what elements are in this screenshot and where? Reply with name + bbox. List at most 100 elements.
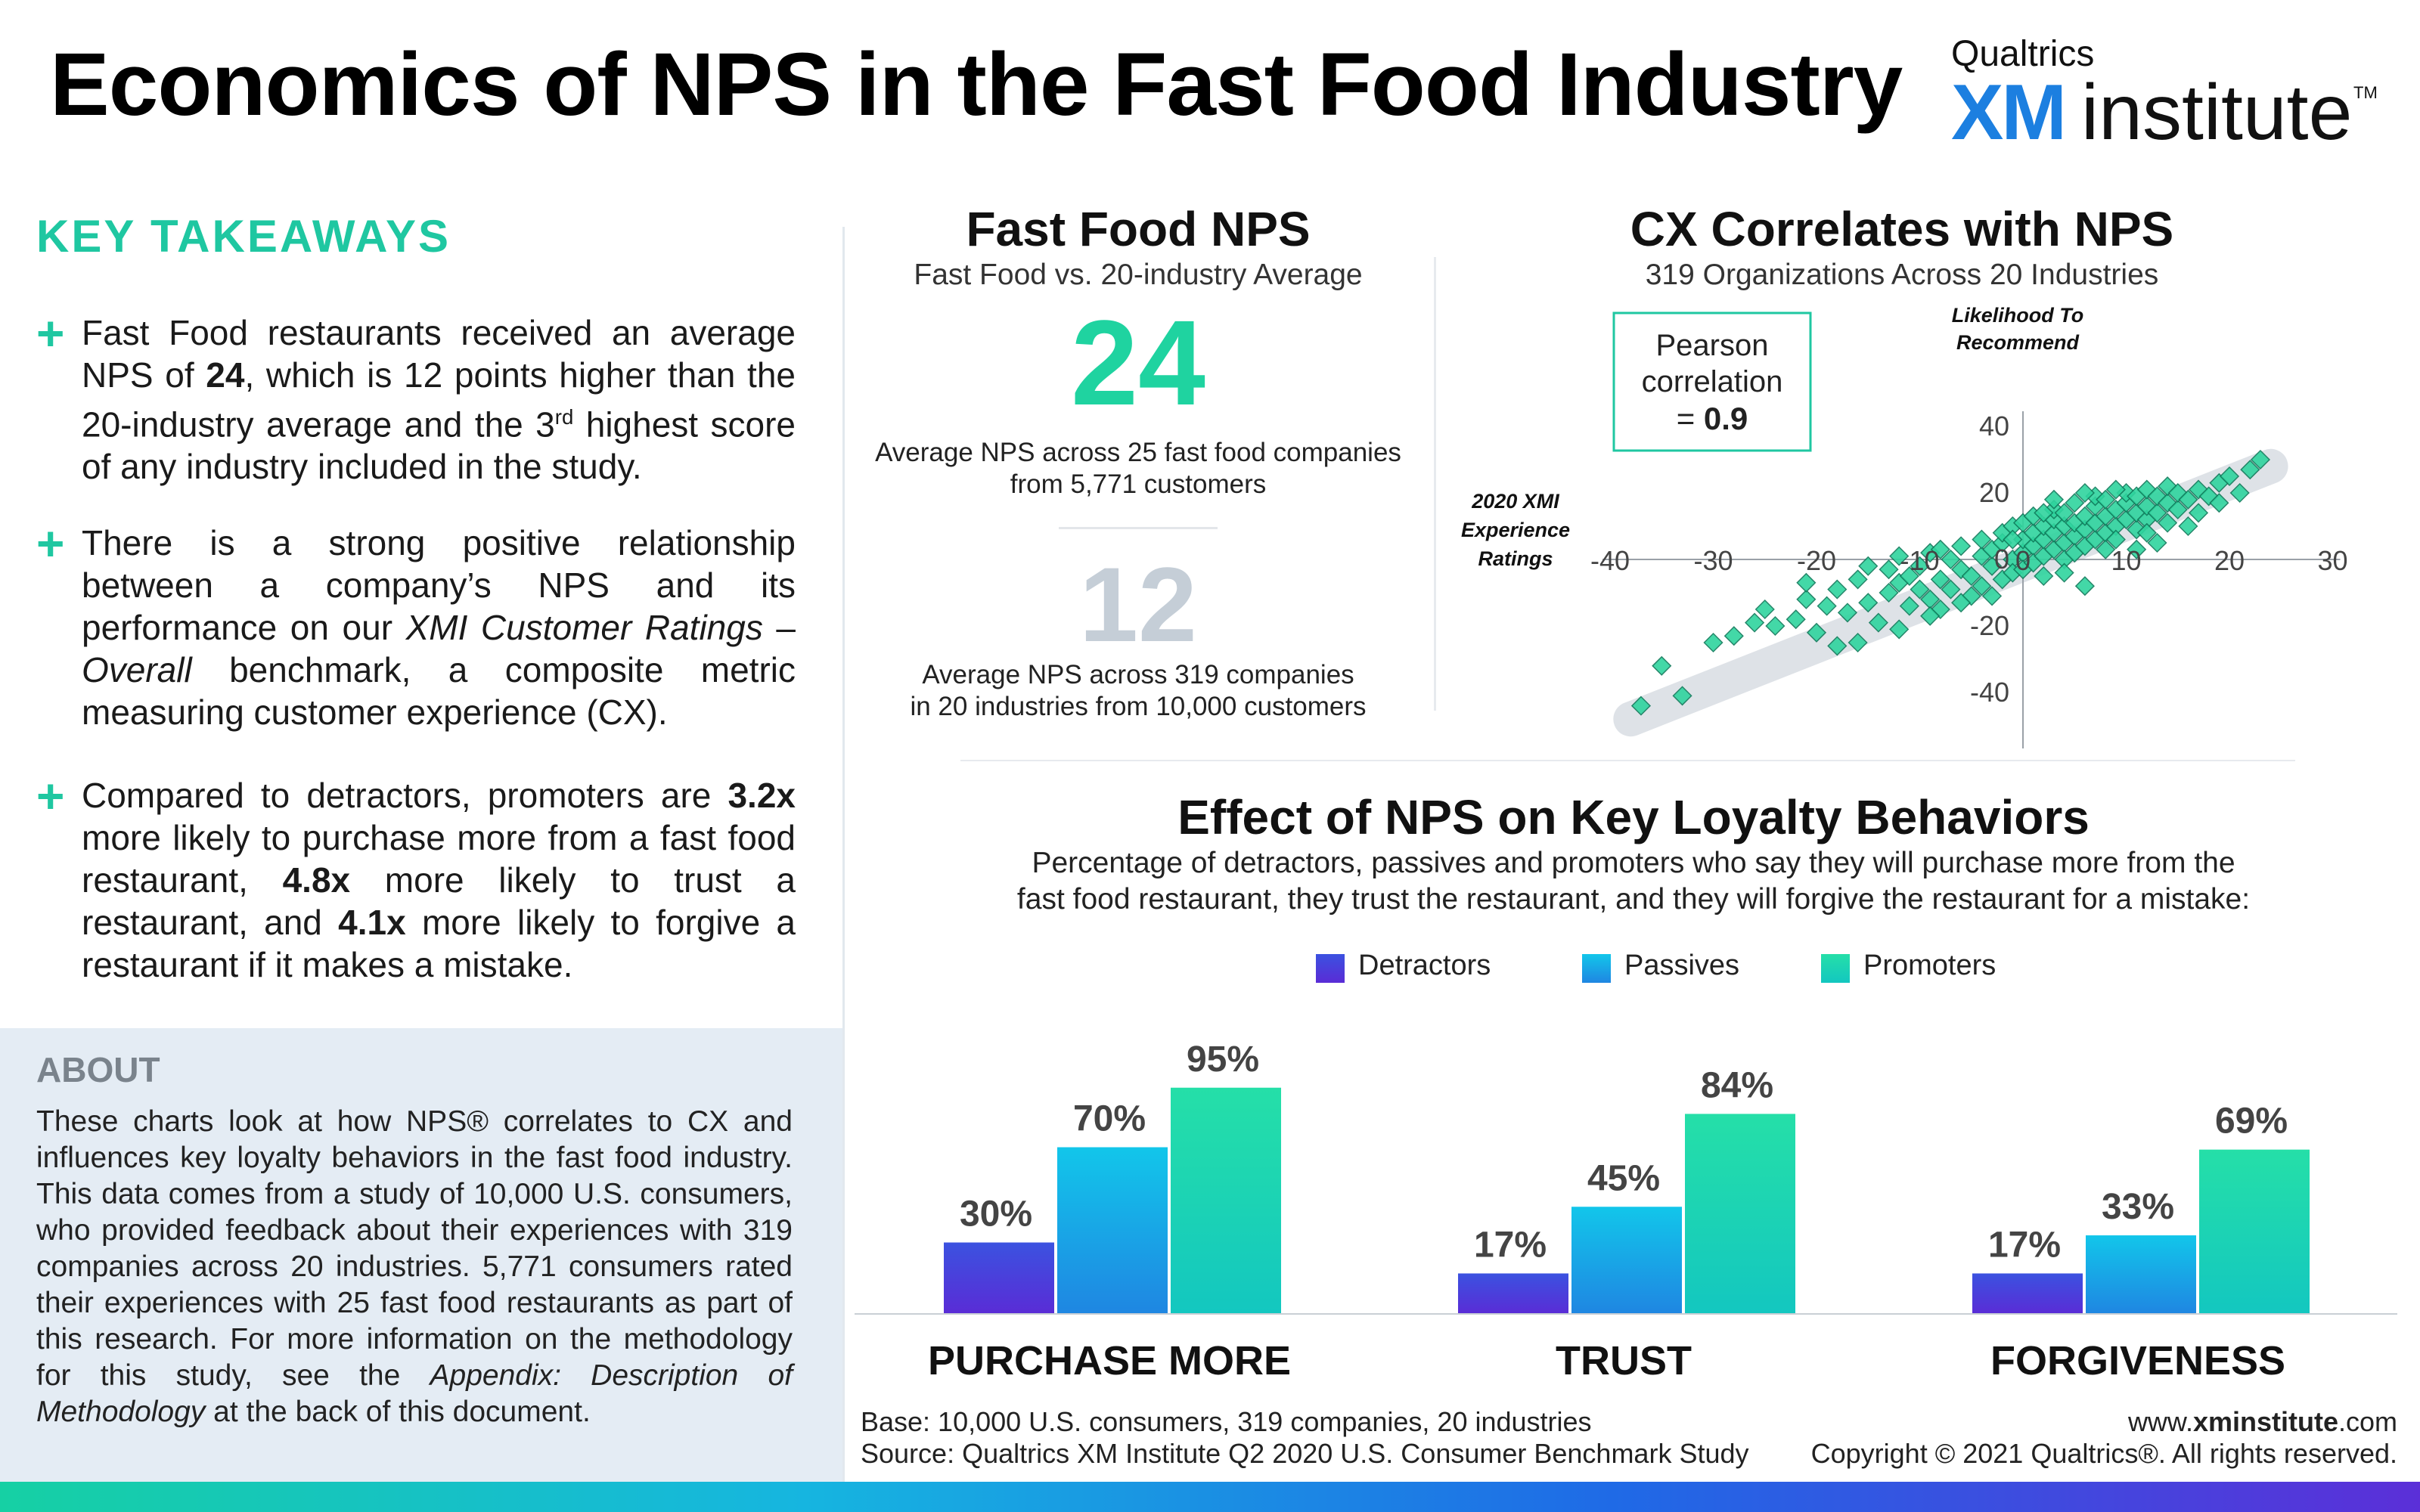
scatter-point <box>1981 556 2003 576</box>
x-tick-label: 30 <box>2317 545 2347 576</box>
about-heading: ABOUT <box>36 1050 160 1089</box>
x-axis-label: 2020 XMI Experience Ratings <box>1461 490 1570 570</box>
pearson-label: Pearson <box>1656 329 1769 362</box>
bar-value-label: 33% <box>2102 1187 2174 1227</box>
scatter-point <box>1868 612 1888 633</box>
bar-promoters <box>2199 1149 2310 1314</box>
nps-separator <box>1059 527 1218 529</box>
source-note: Source: Qualtrics XM Institute Q2 2020 U… <box>861 1438 1749 1469</box>
pearson-box <box>1612 311 1812 452</box>
x-tick-label: 10 <box>2111 545 2141 576</box>
category-label: FORGIVENESS <box>1990 1338 2285 1383</box>
bottom-gradient-bar <box>0 1482 2420 1512</box>
scatter-point <box>1879 559 1899 580</box>
x-tick-label: 0 <box>2015 545 2031 576</box>
scatter-point <box>2074 482 2095 503</box>
scatter-point <box>1961 565 1981 587</box>
scatter-point <box>1672 686 1692 706</box>
horizontal-divider <box>960 760 2295 761</box>
scatter-point <box>2147 503 2167 523</box>
scatter-point <box>2229 482 2250 503</box>
legend-swatch <box>1316 954 1345 983</box>
qualtrics-xm-institute-logo: Qualtrics XM institute TM <box>1951 33 2378 156</box>
bar-value-label: 30% <box>960 1194 1032 1235</box>
scatter-point <box>1879 582 1899 603</box>
scatter-point <box>2178 516 2198 537</box>
plus-icon: + <box>36 516 65 571</box>
takeaway-item: + Fast Food restaurants received an aver… <box>36 306 796 488</box>
scatter-point <box>2074 576 2095 596</box>
scatter-point <box>1910 579 1930 600</box>
bar-value-label: 17% <box>1988 1225 2061 1265</box>
scatter-point <box>2219 466 2240 487</box>
copyright-text: Copyright © 2021 Qualtrics®. All rights … <box>1810 1438 2397 1469</box>
scatter-point <box>1848 632 1868 653</box>
about-text: These charts look at how NPS® correlates… <box>36 1105 793 1428</box>
pearson-label: correlation <box>1642 365 1783 398</box>
takeaway-text: There is a strong positive relationship … <box>82 523 796 732</box>
bar-value-label: 45% <box>1587 1158 1660 1198</box>
x-tick-label: -10 <box>1900 545 1939 576</box>
subtitle-line: Percentage of detractors, passives and p… <box>1032 847 2235 879</box>
website-link[interactable]: www.xminstitute.com <box>2127 1406 2397 1437</box>
bar-passives <box>1571 1207 1682 1314</box>
brand-qualtrics-text: Qualtrics <box>1951 34 2095 74</box>
scatter-point <box>2105 529 2126 550</box>
base-note: Base: 10,000 U.S. consumers, 319 compani… <box>861 1406 1592 1437</box>
plus-icon: + <box>36 769 65 823</box>
bar-group: 17% 33% 69% FORGIVENESS <box>1972 1101 2310 1383</box>
y-tick-label: 40 <box>1979 411 2009 442</box>
scatter-point <box>2127 539 2147 559</box>
scatter-point <box>2240 460 2260 480</box>
scatter-point <box>1858 556 1879 576</box>
bar-promoters <box>1685 1114 1795 1314</box>
bar-passives <box>2086 1235 2196 1314</box>
category-label: TRUST <box>1556 1338 1692 1383</box>
x-tick-label: -30 <box>1693 545 1733 576</box>
scatter-point <box>1941 579 1961 600</box>
scatter-point <box>1765 615 1786 637</box>
scatter-point <box>1796 589 1817 609</box>
scatter-point <box>2065 493 2085 513</box>
bar-group: 17% 45% 84% TRUST <box>1458 1065 1795 1383</box>
bar-detractors <box>1972 1273 2083 1314</box>
fast-food-nps-caption: Average NPS across 25 fast food companie… <box>870 437 1407 500</box>
scatter-panel-subtitle: 319 Organizations Across 20 Industries <box>1645 259 2159 291</box>
caption-line: Average NPS across 25 fast food companie… <box>875 438 1401 467</box>
nps-panel-title: Fast Food NPS <box>966 202 1311 256</box>
scatter-point <box>1951 536 1972 556</box>
scatter-point <box>2147 532 2167 553</box>
scatter-point <box>1630 696 1652 716</box>
legend-label: Promoters <box>1863 950 1996 981</box>
y-tick-label: -60 <box>1970 743 2009 748</box>
bar-group: 30% 70% 95% PURCHASE MORE <box>928 1040 1291 1383</box>
fast-food-nps-value: 24 <box>1071 295 1205 430</box>
scatter-point <box>1703 632 1723 653</box>
plus-icon: + <box>36 306 65 361</box>
copyright-block: www.xminstitute.com Copyright © 2021 Qua… <box>1811 1406 2397 1470</box>
scatter-point <box>2043 489 2065 510</box>
pearson-value: = 0.9 <box>1677 401 1748 436</box>
scatter-point <box>1930 539 1950 559</box>
scatter-point <box>2096 489 2116 510</box>
page-title: Economics of NPS in the Fast Food Indust… <box>50 35 1903 135</box>
subtitle-line: fast food restaurant, they trust the res… <box>1016 883 2251 916</box>
scatter-point <box>1899 596 1919 616</box>
y-tick-label: -40 <box>1970 677 2009 708</box>
scatter-point <box>2034 565 2054 587</box>
scatter-point <box>1889 619 1910 640</box>
y-tick-label: 0 <box>1994 544 2009 575</box>
scatter-point <box>1786 609 1806 630</box>
industry-average-caption: Average NPS across 319 companies in 20 i… <box>870 659 1407 723</box>
brand-trademark: TM <box>2353 83 2378 102</box>
scatter-point <box>1723 626 1744 646</box>
scatter-point <box>1837 603 1858 623</box>
key-takeaways-heading: KEY TAKEAWAYS <box>36 211 451 262</box>
takeaway-text: Fast Food restaurants received an averag… <box>82 313 796 487</box>
scatter-points <box>1630 449 2271 716</box>
scatter-point <box>2054 503 2074 523</box>
scatter-point <box>1827 636 1848 656</box>
takeaway-text: Compared to detractors, promoters are 3.… <box>82 776 796 984</box>
legend-swatch <box>1582 954 1611 983</box>
bar-detractors <box>944 1242 1054 1314</box>
